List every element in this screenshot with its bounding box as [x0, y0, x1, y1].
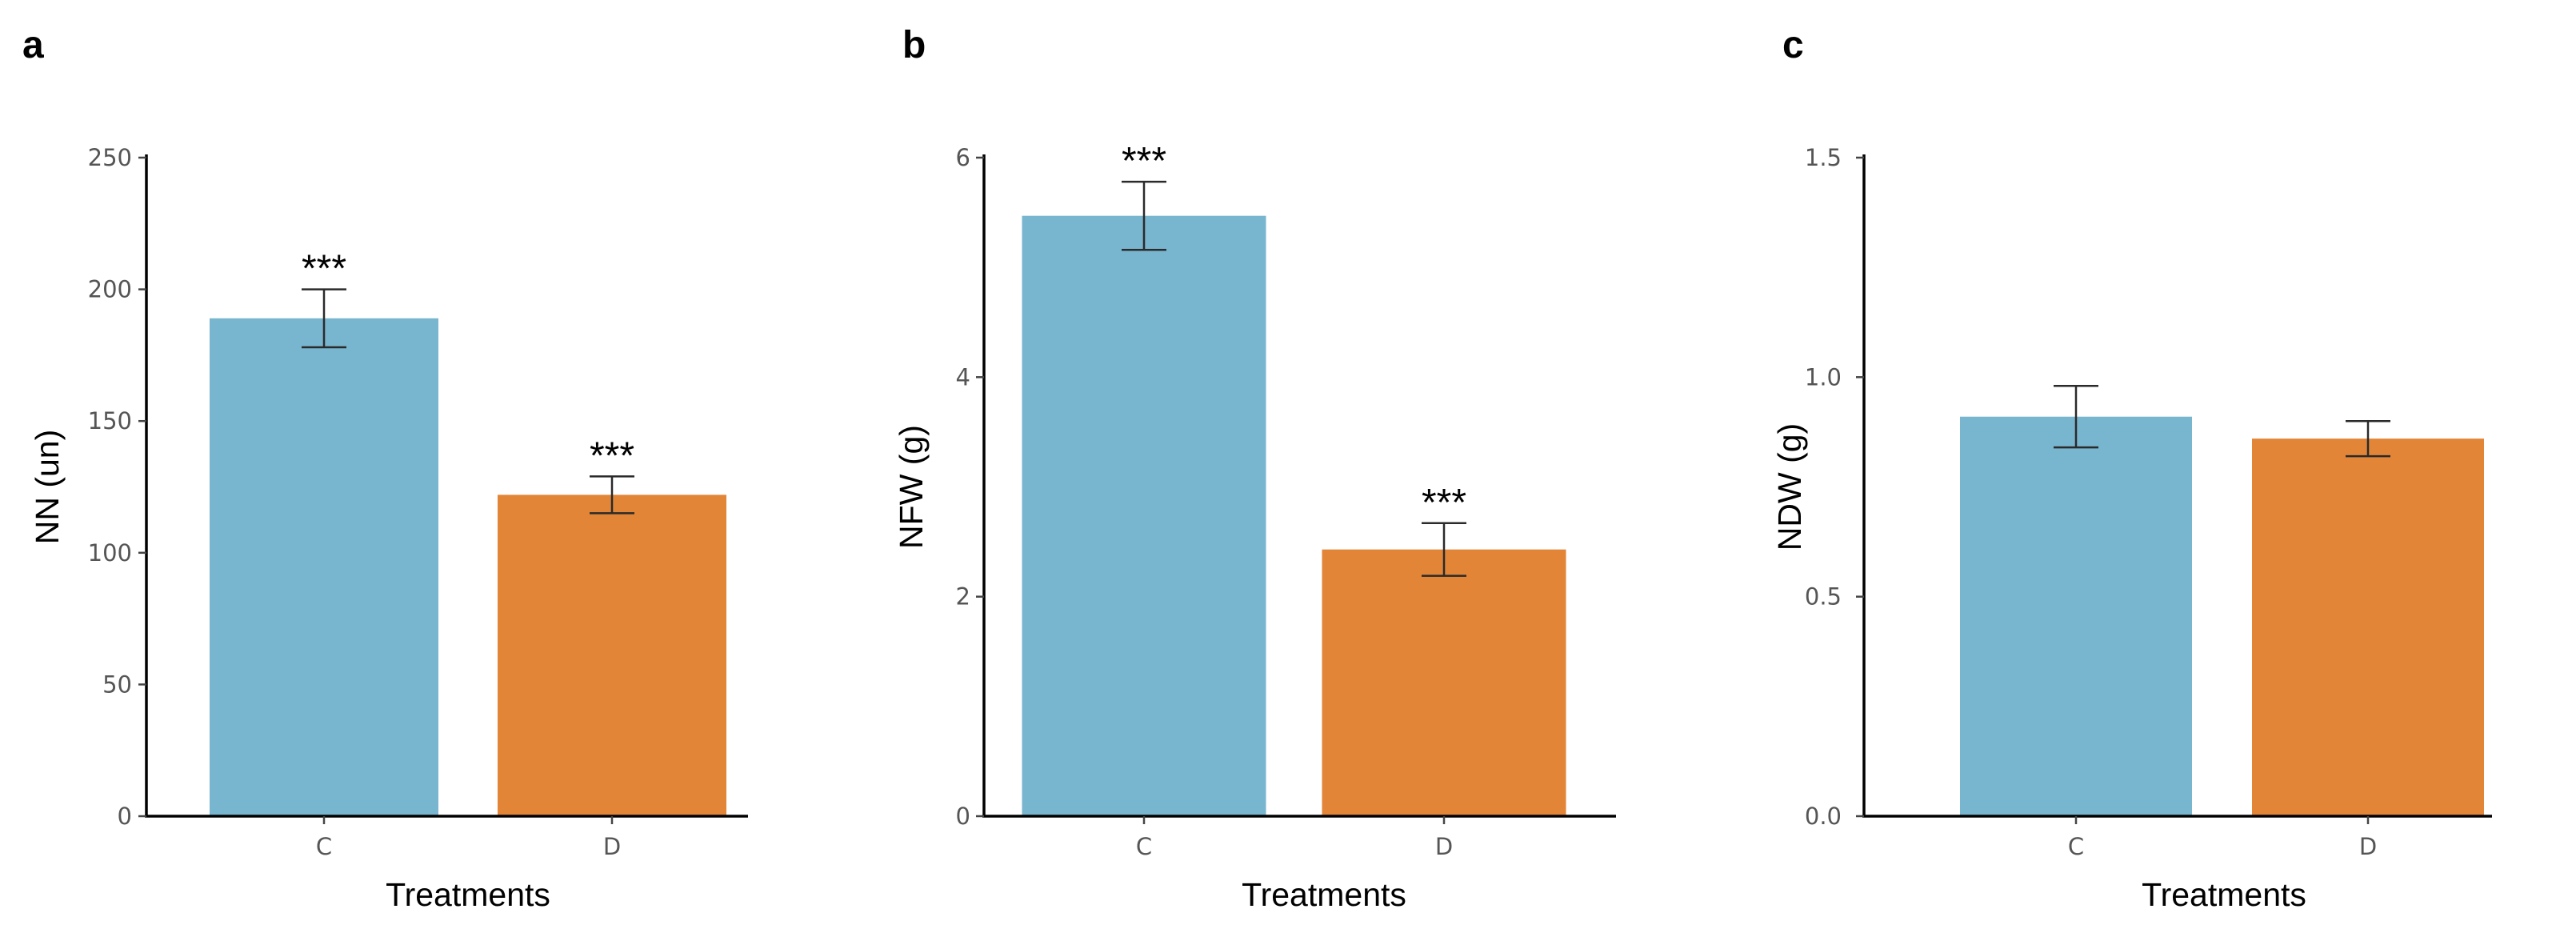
x-tick-label: C: [2068, 833, 2084, 860]
y-tick-label: 250: [88, 144, 132, 171]
chart-panel-c: c 0.0 0.5 1.0 1.5 C D Treatments NDW (g): [1771, 24, 2492, 913]
bar-c: [1022, 215, 1266, 816]
x-axis-title: Treatments: [1242, 876, 1406, 913]
significance-label: ***: [590, 434, 634, 477]
y-tick-label: 1.5: [1805, 144, 1842, 171]
chart-panel-a: a *** *** 0 50 100 150 200 250 C D Treatments NN (un…: [22, 24, 748, 913]
y-tick-label: 1.0: [1805, 363, 1842, 390]
y-tick-label: 200: [88, 276, 132, 303]
chart-panel-b: b *** *** 0 2 4 6 C D Treatments NFW (g): [893, 24, 1616, 913]
y-tick-label: 0.0: [1805, 803, 1842, 830]
x-axis-title: Treatments: [386, 876, 550, 913]
x-tick-label: D: [1435, 833, 1453, 860]
significance-label: ***: [1422, 482, 1466, 524]
y-tick-label: 2: [956, 583, 970, 611]
y-tick-label: 4: [956, 363, 970, 390]
x-tick-label: C: [316, 833, 332, 860]
x-tick-label: D: [603, 833, 621, 860]
y-tick-label: 0.5: [1805, 583, 1842, 611]
panel-label: a: [22, 24, 44, 66]
x-axis-title: Treatments: [2142, 876, 2306, 913]
panel-label: b: [902, 24, 926, 66]
y-axis-title: NDW (g): [1771, 423, 1808, 551]
y-axis-title: NN (un): [29, 430, 66, 545]
error-bar-c: [1122, 180, 1166, 251]
error-bar-c: [302, 288, 346, 349]
error-bar-d: [1422, 522, 1466, 577]
y-tick-label: 0: [118, 803, 132, 830]
y-tick-label: 100: [88, 539, 132, 567]
bar-d: [498, 495, 726, 816]
significance-label: ***: [302, 248, 346, 290]
bar-d: [2252, 438, 2484, 816]
x-tick-label: D: [2359, 833, 2377, 860]
y-axis-title: NFW (g): [893, 425, 930, 549]
y-tick-label: 6: [956, 144, 970, 171]
error-bar-d: [590, 475, 634, 515]
bar-d: [1322, 549, 1566, 816]
x-tick-label: C: [1136, 833, 1152, 860]
error-bar-d: [2346, 419, 2390, 458]
bar-c: [1960, 416, 2192, 816]
panel-label: c: [1782, 24, 1804, 66]
error-bar-c: [2054, 385, 2098, 449]
y-tick-label: 0: [956, 803, 970, 830]
y-tick-label: 50: [102, 671, 132, 698]
significance-label: ***: [1122, 140, 1166, 182]
bar-c: [210, 318, 438, 816]
y-tick-label: 150: [88, 407, 132, 434]
